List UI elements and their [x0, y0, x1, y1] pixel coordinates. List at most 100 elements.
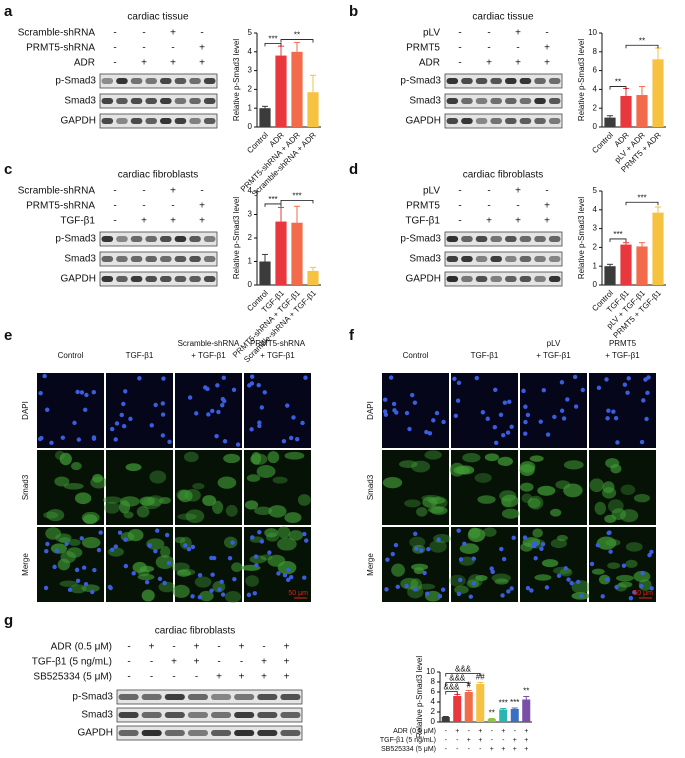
cell-stain [382, 477, 403, 489]
significance-label: &&& [443, 683, 460, 692]
blot-band [519, 78, 532, 84]
treatment-label: pLV [423, 186, 440, 197]
nucleus [626, 376, 631, 381]
treatment-sign: + [261, 672, 267, 683]
blot-band [160, 256, 172, 262]
blot-band [160, 78, 172, 84]
treatment-label: ADR [74, 58, 95, 69]
nucleus [407, 426, 412, 432]
cell-stain [55, 533, 72, 543]
nucleus [425, 591, 430, 596]
nucleus [257, 530, 262, 535]
y-tick-label: 8 [431, 677, 436, 686]
nucleus [288, 435, 294, 441]
blot-band [490, 236, 502, 242]
nucleus [394, 410, 399, 415]
blot-band [475, 118, 488, 124]
nucleus [294, 436, 300, 442]
nucleus [404, 410, 410, 416]
blot-strip [116, 707, 303, 723]
nucleus [384, 587, 389, 592]
cell-stain [602, 481, 615, 494]
blot-band [548, 256, 561, 262]
cell-stain [537, 485, 556, 496]
nucleus [493, 387, 498, 393]
nucleus [222, 439, 228, 444]
nucleus [203, 385, 208, 390]
blot-band [280, 694, 301, 700]
treatment-label: PRMT5 [406, 201, 440, 212]
blot-strip [99, 113, 218, 129]
blot-band [130, 276, 143, 282]
cell-stain [591, 568, 605, 575]
blot-band [116, 98, 128, 104]
cell-stain [277, 526, 291, 539]
nucleus [556, 573, 562, 578]
nucleus [211, 555, 217, 561]
nucleus [186, 546, 192, 552]
nucleus [643, 377, 648, 382]
y-tick-label: 2 [248, 233, 253, 242]
cell-stain [416, 507, 428, 517]
treatment-sign: + [141, 58, 147, 69]
nucleus [38, 390, 43, 396]
band-label: p-Smad3 [55, 234, 96, 245]
treatment-sign: + [515, 58, 521, 69]
cell-stain [424, 450, 442, 460]
nucleus [107, 584, 113, 590]
treatment-sign: + [515, 216, 521, 227]
nucleus [480, 410, 486, 415]
nucleus [563, 566, 568, 571]
nucleus [559, 408, 565, 413]
treatment-sign: + [284, 672, 290, 683]
nucleus [43, 585, 49, 591]
cell-stain [534, 574, 552, 581]
bar [636, 246, 648, 285]
y-tick-label: 0 [431, 717, 436, 726]
column-header: TGF-β1 [126, 351, 154, 360]
blot-band [548, 118, 561, 124]
nucleus [75, 578, 81, 584]
cell-stain [482, 527, 497, 537]
cell-stain [449, 574, 466, 587]
blot-band [130, 118, 143, 124]
nucleus [166, 560, 172, 566]
band-label: Smad3 [64, 96, 96, 107]
nucleus [424, 429, 429, 435]
cell-stain [249, 555, 267, 564]
nucleus [393, 542, 399, 548]
nucleus [285, 577, 291, 583]
nucleus [252, 591, 257, 596]
column-header: PRMT5-shRNA [250, 339, 306, 348]
cell-stain [146, 495, 164, 507]
bar [652, 59, 664, 127]
nucleus [183, 543, 188, 548]
nucleus [155, 528, 160, 533]
condition-sign: + [501, 728, 505, 735]
y-axis-label: Relative p-Smad3 level [577, 197, 586, 279]
cell-stain [555, 480, 571, 490]
significance-label: *** [613, 230, 622, 239]
significance-label: *** [510, 698, 519, 707]
nucleus [506, 589, 511, 594]
treatment-sign: + [486, 216, 492, 227]
nucleus [573, 404, 579, 409]
treatment-sign: - [240, 657, 243, 668]
condition-sign: + [467, 737, 471, 744]
blot-band [116, 118, 128, 124]
blot-band [446, 118, 459, 124]
treatment-label: TGF-β1 [405, 216, 440, 227]
nucleus [187, 395, 193, 400]
panel-letter: g [4, 612, 13, 629]
blot-strip [116, 689, 303, 705]
nucleus [160, 412, 166, 417]
treatment-sign: - [458, 28, 461, 39]
nucleus [540, 542, 546, 547]
cell-stain [267, 451, 280, 464]
condition-sign: - [491, 737, 494, 744]
nucleus [121, 401, 126, 407]
category-label: Control [590, 130, 615, 155]
cell-stain [82, 514, 98, 525]
y-tick-label: 4 [593, 205, 598, 214]
treatment-label: ADR [419, 58, 440, 69]
